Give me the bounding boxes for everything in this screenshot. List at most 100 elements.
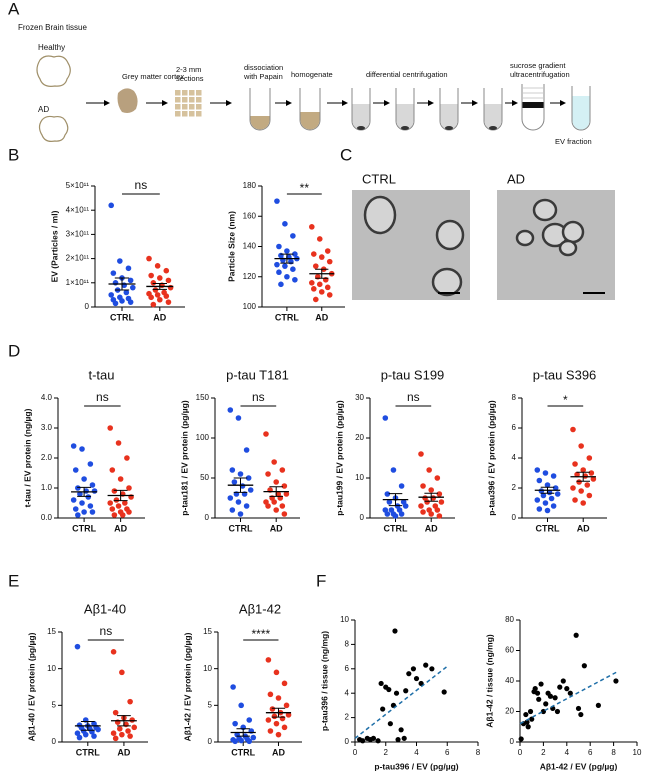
dot [112,735,119,742]
dot [420,483,426,489]
dot [116,726,123,732]
chart-title: Aβ1-42 [239,601,281,616]
dot [398,511,405,517]
dot [544,507,551,514]
dot [282,221,288,227]
dot [109,506,116,512]
y-tick-label: 6 [345,664,350,673]
dot [154,292,161,298]
dot [230,684,236,690]
dot [246,717,253,723]
error-bar [540,486,555,494]
dot [285,712,292,718]
error-bar [113,489,128,502]
error-bar [77,486,92,497]
y-axis-label: p-tau396 / EV protein (pg/µg) [486,400,496,516]
dot [382,415,389,421]
dot [424,499,430,505]
dot [274,261,280,268]
dot [263,431,269,437]
dot [229,467,236,473]
point [378,680,384,687]
x-tick-label: 4 [565,748,570,757]
y-tick-label: 3.0 [41,423,53,432]
dot [281,724,288,731]
error-bar [280,253,294,264]
dot [418,503,424,509]
step-label: with Papain [243,72,283,81]
step-label: differential centrifugation [366,70,448,79]
dot [250,734,257,741]
dot [590,476,597,482]
dot [428,511,435,517]
dot [282,263,288,269]
dot [108,202,114,209]
dot [584,482,591,488]
point [613,678,619,684]
point [523,711,529,718]
step-label: ultracentrifugation [510,70,570,79]
dot [115,503,122,509]
y-tick-label: 2 [512,483,517,492]
dot [227,407,234,413]
error-bar [315,268,329,279]
vesicle [363,195,397,235]
dot [119,298,125,304]
panel-label: E [8,571,19,590]
x-tick-label: AD [114,523,127,533]
error-bar [152,283,167,290]
dot [284,248,290,254]
dot [273,479,280,485]
dot [271,713,278,720]
dot [110,649,117,655]
x-tick-label: AD [577,523,590,533]
dot [91,488,98,494]
error-bar [114,277,130,291]
dot [163,267,170,274]
dot [81,476,87,482]
dot [91,733,97,739]
section [189,104,195,110]
point [380,706,386,712]
fit-line [519,671,618,725]
point [581,663,587,669]
dot [273,669,280,676]
vesicle [561,220,585,244]
section [189,90,195,96]
y-axis-label: p-tau181 / EV protein (pg/µg) [179,400,189,516]
y-tick-label: 40 [505,676,514,685]
y-tick-label: 0 [345,737,350,746]
dot [113,497,120,503]
dot [107,500,113,506]
y-tick-label: 0 [360,513,365,522]
dot [85,494,92,500]
y-tick-label: 10 [340,615,349,624]
step-label: sections [176,74,204,83]
dot [312,296,319,303]
y-axis-label: Particle Size (nm) [226,211,236,282]
arrow-head [162,100,168,106]
dot [115,440,122,446]
point [392,628,398,634]
point [441,689,447,695]
dot [310,286,317,292]
y-tick-label: 5 [208,700,213,709]
y-tick-label: 3×10¹¹ [66,230,90,239]
y-tick-label: 0 [205,513,210,522]
error-bar [233,477,248,493]
dot [283,702,290,709]
x-tick-label: 8 [476,748,481,757]
dot [572,497,578,503]
point [532,686,538,692]
significance: ns [100,624,113,638]
dot [271,459,277,465]
dot [576,479,582,485]
dot [127,277,134,284]
y-tick-label: 10 [47,664,56,673]
x-axis-label: p-tau396 / EV (pg/µg) [374,761,458,771]
point [575,705,582,712]
dot [229,507,236,513]
dot [316,236,323,242]
dot [77,491,83,497]
dot [89,509,96,515]
